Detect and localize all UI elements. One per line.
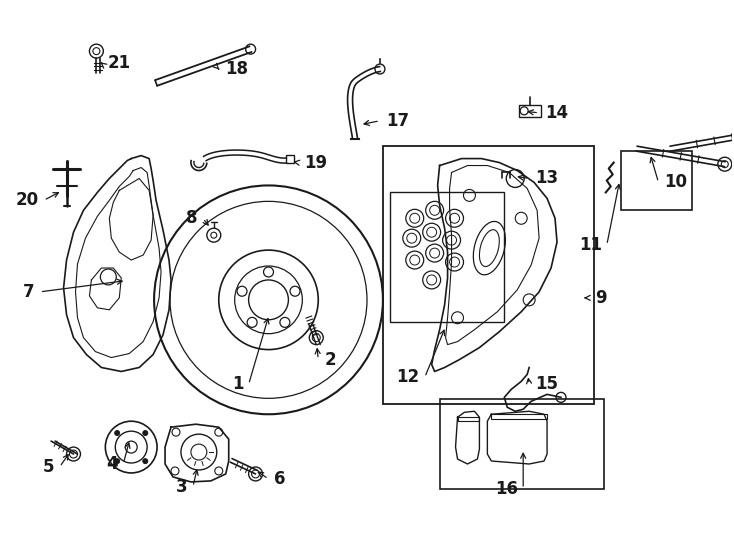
Circle shape: [143, 430, 148, 435]
Text: 18: 18: [225, 60, 248, 78]
Text: 5: 5: [43, 458, 54, 476]
Text: 15: 15: [535, 375, 558, 394]
Text: 9: 9: [595, 289, 606, 307]
Text: 8: 8: [186, 210, 198, 227]
Bar: [390, 192, 504, 322]
Bar: [286, 154, 294, 163]
Text: 21: 21: [107, 54, 131, 72]
Text: 16: 16: [495, 480, 518, 498]
Text: 6: 6: [275, 470, 286, 488]
Text: 7: 7: [23, 283, 34, 301]
Circle shape: [143, 458, 148, 464]
Text: 14: 14: [545, 104, 568, 122]
Circle shape: [115, 458, 120, 464]
Text: 4: 4: [106, 455, 118, 473]
Text: 1: 1: [232, 375, 244, 394]
Text: 11: 11: [579, 236, 602, 254]
Text: 13: 13: [535, 170, 559, 187]
Text: 20: 20: [15, 191, 39, 210]
Bar: [383, 146, 594, 404]
Text: 12: 12: [396, 368, 420, 387]
Text: 17: 17: [386, 112, 409, 130]
Text: 10: 10: [664, 173, 688, 192]
Circle shape: [115, 430, 120, 435]
Bar: [621, 151, 692, 210]
Text: 2: 2: [324, 350, 336, 368]
Bar: [440, 400, 604, 489]
Text: 19: 19: [305, 153, 327, 172]
Bar: [519, 105, 541, 117]
Text: 3: 3: [176, 478, 188, 496]
